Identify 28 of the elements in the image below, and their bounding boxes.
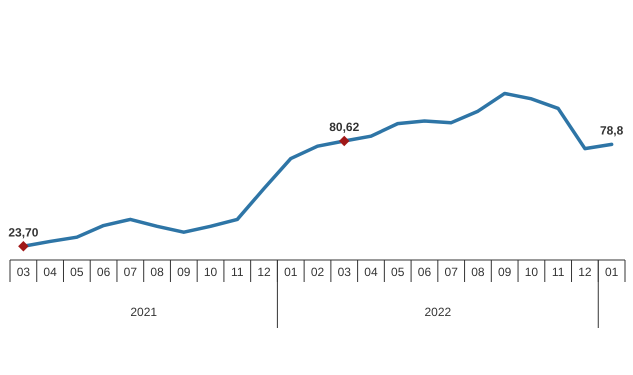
x-tick-label: 12 bbox=[578, 265, 592, 279]
x-tick-label: 03 bbox=[16, 265, 30, 279]
x-tick-label: 08 bbox=[150, 265, 164, 279]
x-tick-label: 11 bbox=[552, 265, 565, 279]
x-tick-label: 07 bbox=[444, 265, 458, 279]
data-label: 78,8 bbox=[600, 123, 624, 138]
x-tick-label: 01 bbox=[604, 265, 619, 279]
x-tick-label: 05 bbox=[70, 265, 84, 279]
x-tick-label: 11 bbox=[231, 265, 244, 279]
x-tick-label: 08 bbox=[471, 265, 485, 279]
x-tick-label: 09 bbox=[177, 265, 191, 279]
x-tick-label: 06 bbox=[96, 265, 111, 279]
x-tick-label: 10 bbox=[204, 265, 218, 279]
x-tick-label: 09 bbox=[498, 265, 512, 279]
x-tick-label: 02 bbox=[310, 265, 324, 279]
x-tick-label: 05 bbox=[391, 265, 405, 279]
text: 2021 bbox=[130, 305, 158, 319]
x-tick-label: 01 bbox=[284, 265, 298, 279]
x-tick-label: 04 bbox=[43, 265, 58, 279]
x-tick-label: 04 bbox=[364, 265, 378, 279]
data-label: 80,62 bbox=[329, 120, 360, 134]
text: 2022 bbox=[424, 305, 452, 319]
x-tick-label: 06 bbox=[418, 265, 432, 279]
x-tick-label: 03 bbox=[338, 265, 352, 279]
data-label: 23,70 bbox=[8, 225, 39, 240]
x-tick-label: 07 bbox=[124, 265, 138, 279]
x-tick-label: 12 bbox=[257, 265, 272, 279]
x-tick-label: 10 bbox=[524, 265, 538, 279]
